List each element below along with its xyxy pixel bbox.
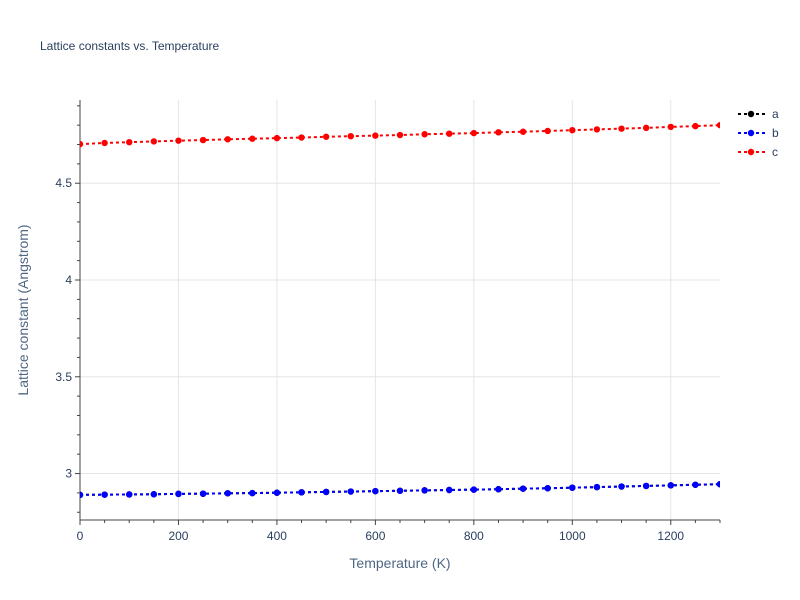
data-point-b <box>80 491 84 499</box>
y-tick-label: 3.5 <box>55 370 72 384</box>
data-point-c <box>642 124 650 132</box>
legend-marker-b <box>747 129 755 137</box>
axes <box>75 100 721 525</box>
data-point-b <box>495 486 502 493</box>
data-point-b <box>150 491 158 498</box>
data-point-c <box>667 123 674 131</box>
data-point-c <box>249 135 256 142</box>
data-point-c <box>80 140 84 148</box>
data-point-b <box>618 483 625 490</box>
grid <box>80 100 720 520</box>
data-point-c <box>569 126 576 134</box>
data-point-c <box>618 125 625 132</box>
data-point-c <box>421 131 428 138</box>
data-point-b <box>249 489 256 497</box>
data-point-b <box>642 482 650 490</box>
data-point-b <box>126 491 133 498</box>
data-point-b <box>322 488 330 496</box>
data-point-c <box>495 129 502 136</box>
data-point-b <box>421 487 428 494</box>
data-point-c <box>224 136 231 143</box>
legend-item-a[interactable]: a <box>738 107 779 121</box>
data-point-c <box>150 138 158 145</box>
data-point-c <box>175 137 182 144</box>
data-point-c <box>199 136 207 144</box>
series-b <box>80 480 720 499</box>
data-point-c <box>298 134 305 141</box>
data-point-c <box>322 133 330 140</box>
y-tick-label: 4.5 <box>55 176 72 190</box>
legend-label-a: a <box>772 107 779 121</box>
data-point-b <box>347 488 354 495</box>
data-point-b <box>175 490 182 498</box>
x-tick-label: 800 <box>464 529 484 543</box>
data-point-b <box>199 490 207 497</box>
data-point-c <box>126 138 133 146</box>
legend-marker-a <box>747 110 755 118</box>
data-point-c <box>347 132 354 140</box>
x-tick-label: 600 <box>365 529 385 543</box>
data-point-c <box>519 128 527 135</box>
data-point-c <box>544 127 551 135</box>
x-tick-label: 400 <box>267 529 287 543</box>
data-point-c <box>446 130 453 137</box>
series-c <box>80 121 720 148</box>
data-point-b <box>396 487 404 494</box>
data-point-c <box>372 132 379 139</box>
data-point-b <box>692 481 699 488</box>
series-layer <box>80 121 720 499</box>
data-point-b <box>569 484 576 491</box>
data-point-b <box>298 489 305 496</box>
data-point-b <box>372 487 379 495</box>
chart-title: Lattice constants vs. Temperature <box>40 39 220 53</box>
legend-label-b: b <box>772 126 779 140</box>
x-tick-label: 1000 <box>559 529 586 543</box>
y-tick-label: 4 <box>65 273 72 287</box>
data-point-c <box>396 131 404 139</box>
x-tick-label: 200 <box>168 529 188 543</box>
legend-item-c[interactable]: c <box>738 145 778 159</box>
legend[interactable]: abc <box>738 107 779 159</box>
data-point-c <box>716 121 720 129</box>
data-point-b <box>101 491 108 498</box>
y-tick-label: 3 <box>65 467 72 481</box>
data-point-b <box>224 490 231 497</box>
tick-labels: 0 200 400 600 800 1000 1200 3 3.5 4 4.5 <box>55 176 684 543</box>
y-axis-title: Lattice constant (Angstrom) <box>15 224 31 395</box>
legend-label-c: c <box>772 145 778 159</box>
legend-item-b[interactable]: b <box>738 126 779 140</box>
x-axis-title: Temperature (K) <box>349 555 450 571</box>
data-point-c <box>101 139 108 147</box>
x-tick-label: 1200 <box>657 529 684 543</box>
data-point-c <box>273 134 281 142</box>
data-point-b <box>519 485 527 492</box>
data-point-c <box>470 129 478 137</box>
x-tick-label: 0 <box>77 529 84 543</box>
data-point-b <box>446 486 453 494</box>
legend-marker-c <box>747 148 755 156</box>
data-point-b <box>273 489 281 496</box>
data-point-b <box>667 482 674 489</box>
data-point-c <box>593 126 601 133</box>
data-point-b <box>470 486 478 493</box>
data-point-b <box>716 480 720 488</box>
data-point-b <box>544 485 551 492</box>
data-point-b <box>593 483 601 491</box>
data-point-c <box>692 122 699 130</box>
